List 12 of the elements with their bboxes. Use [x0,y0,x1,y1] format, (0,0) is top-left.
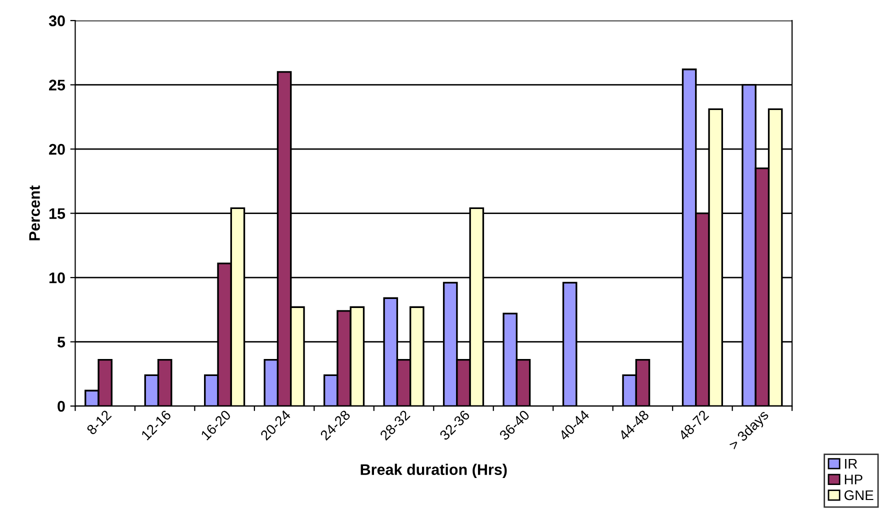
y-tick-label: 5 [57,336,66,348]
y-tick-label: 15 [49,208,66,219]
y-axis-title: Percent [29,185,40,240]
y-tick-label: 20 [49,144,65,155]
y-tick-label: 25 [49,80,66,90]
x-axis-title: Break duration (Hrs) [360,464,507,478]
legend-label: IR [845,459,858,469]
y-tick-label: 10 [49,272,65,284]
y-tick-label: 0 [58,400,65,412]
legend-label: GNE [844,490,874,500]
y-tick-label: 30 [48,15,65,26]
legend-label: HP [844,474,862,484]
